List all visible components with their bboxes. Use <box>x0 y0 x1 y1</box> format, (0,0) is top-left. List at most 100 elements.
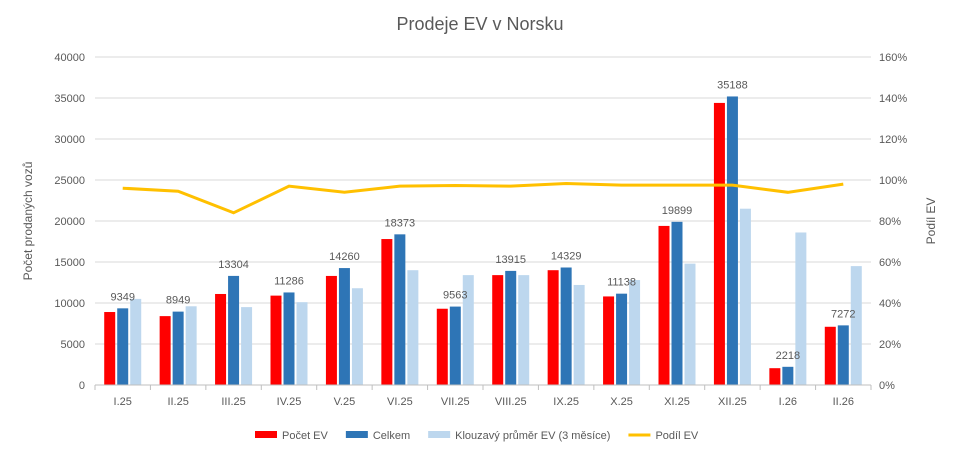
bar-celkem <box>505 270 517 385</box>
bar-celkem <box>172 311 184 385</box>
legend-swatch <box>255 431 277 438</box>
data-label: 9349 <box>110 291 134 303</box>
bar-celkem <box>616 293 628 385</box>
y2-tick-label: 40% <box>879 298 901 310</box>
x-tick-label: I.25 <box>114 396 132 408</box>
x-tick-label: V.25 <box>334 396 356 408</box>
bar-celkem <box>837 325 849 385</box>
data-label: 14329 <box>551 251 582 263</box>
legend-swatch <box>428 431 451 438</box>
bar-počet <box>325 275 337 385</box>
y-tick-label: 5000 <box>61 339 85 351</box>
x-tick-label: IX.25 <box>553 396 579 408</box>
data-label: 2218 <box>776 350 800 362</box>
chart-title: Prodeje EV v Norsku <box>396 14 563 34</box>
y-tick-label: 40000 <box>54 52 85 64</box>
bar-celkem <box>782 366 794 385</box>
y-tick-label: 30000 <box>54 134 85 146</box>
data-label: 35188 <box>717 79 748 91</box>
bar-klouzavý <box>130 298 142 385</box>
legend-swatch <box>345 431 368 438</box>
y-tick-label: 15000 <box>54 257 85 269</box>
legend-label: Celkem <box>373 430 410 442</box>
data-label: 11286 <box>274 275 304 287</box>
bar-počet <box>436 308 448 385</box>
data-label: 13915 <box>495 254 526 266</box>
bar-počet <box>658 225 670 385</box>
bar-počet <box>547 270 559 385</box>
x-tick-label: XII.25 <box>718 396 747 408</box>
y2-tick-label: 80% <box>879 216 901 228</box>
data-label: 11138 <box>607 277 636 289</box>
x-tick-label: I.26 <box>779 396 797 408</box>
y-tick-label: 20000 <box>54 216 85 228</box>
y-tick-label: 25000 <box>54 175 85 187</box>
x-tick-label: XI.25 <box>664 396 690 408</box>
x-tick-label: VI.25 <box>387 396 413 408</box>
bar-počet <box>769 368 781 385</box>
bar-celkem <box>726 96 738 385</box>
x-tick-label: IV.25 <box>277 396 302 408</box>
bar-klouzavý <box>629 280 641 385</box>
bar-klouzavý <box>296 302 308 385</box>
bar-celkem <box>338 268 350 385</box>
bar-celkem <box>449 306 461 385</box>
data-label: 18373 <box>385 217 416 229</box>
bar-počet <box>492 275 504 385</box>
y2-tick-label: 120% <box>879 134 907 146</box>
bar-počet <box>104 312 116 385</box>
bar-klouzavý <box>185 306 197 385</box>
bar-celkem <box>117 308 129 385</box>
bar-počet <box>215 293 227 385</box>
bar-počet <box>270 295 282 385</box>
bar-počet <box>159 316 171 385</box>
legend-label: Podíl EV <box>655 430 698 442</box>
bar-celkem <box>228 275 240 385</box>
x-tick-label: III.25 <box>221 396 245 408</box>
x-tick-label: X.25 <box>610 396 633 408</box>
bar-počet <box>824 326 836 385</box>
y2-tick-label: 140% <box>879 93 907 105</box>
y2-tick-label: 20% <box>879 339 901 351</box>
x-tick-label: II.26 <box>833 396 854 408</box>
bar-počet <box>381 239 393 385</box>
legend-label: Klouzavý průměr EV (3 měsíce) <box>455 430 610 442</box>
line-podil-ev <box>122 181 844 215</box>
bar-celkem <box>560 267 572 385</box>
data-label: 7272 <box>831 308 855 320</box>
legend-label: Počet EV <box>282 430 329 442</box>
x-tick-label: VIII.25 <box>495 396 527 408</box>
bar-klouzavý <box>795 232 807 385</box>
bar-klouzavý <box>684 263 696 385</box>
bar-počet <box>603 296 615 385</box>
bar-klouzavý <box>462 275 474 385</box>
x-tick-label: II.25 <box>167 396 188 408</box>
y2-tick-label: 60% <box>879 257 901 269</box>
y-tick-label: 10000 <box>54 298 85 310</box>
y-tick-label: 35000 <box>54 93 85 105</box>
bar-klouzavý <box>573 284 585 385</box>
data-label: 8949 <box>166 295 190 307</box>
y2-tick-label: 100% <box>879 175 907 187</box>
y2-tick-label: 0% <box>879 380 895 392</box>
bar-klouzavý <box>351 288 363 385</box>
data-label: 9563 <box>443 290 467 302</box>
y-tick-label: 0 <box>79 380 85 392</box>
data-label: 13304 <box>218 259 249 271</box>
bar-klouzavý <box>241 307 253 385</box>
bar-klouzavý <box>518 275 530 385</box>
bar-počet <box>713 102 725 386</box>
data-label: 19899 <box>662 205 693 217</box>
bar-klouzavý <box>407 270 419 385</box>
bar-celkem <box>671 221 683 385</box>
y-axis-label: Počet prodaných vozů <box>21 162 35 281</box>
x-tick-label: VII.25 <box>441 396 470 408</box>
bar-klouzavý <box>739 208 751 385</box>
bar-celkem <box>283 292 295 385</box>
y2-tick-label: 160% <box>879 52 907 64</box>
bar-klouzavý <box>850 266 862 385</box>
bar-celkem <box>394 234 406 385</box>
y2-axis-label: Podíl EV <box>924 198 938 245</box>
